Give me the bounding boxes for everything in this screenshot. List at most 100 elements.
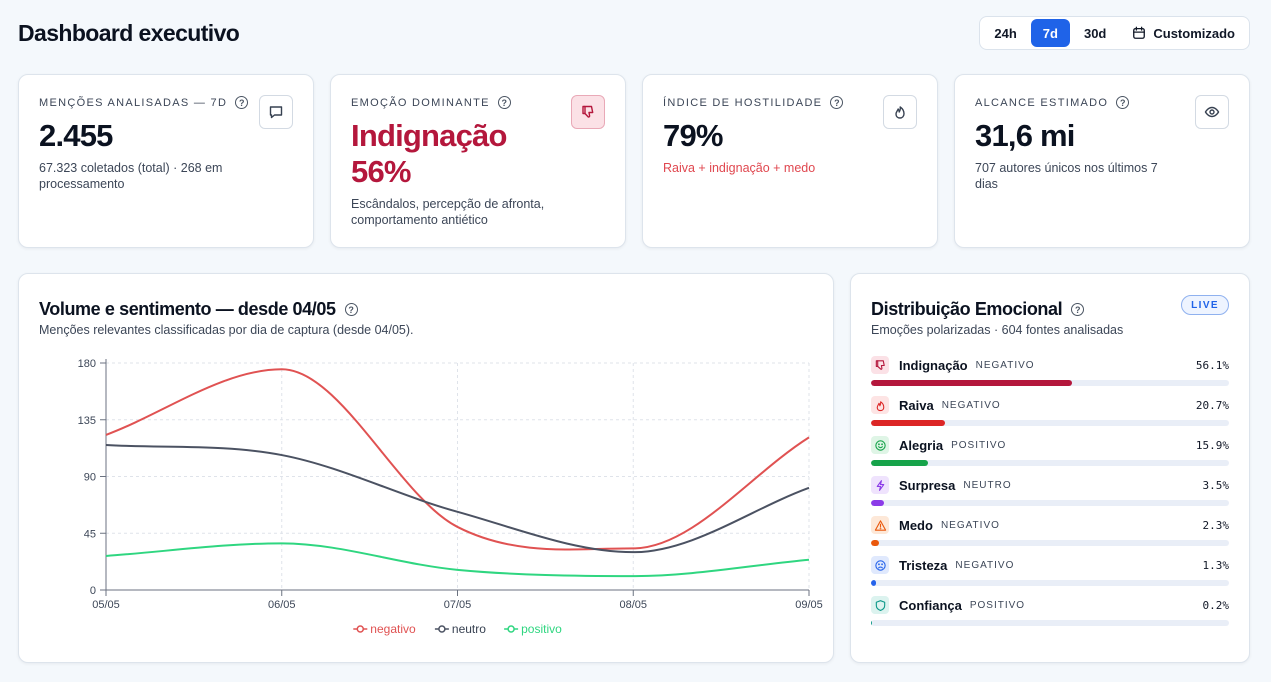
emotion-bar-track — [871, 460, 1229, 466]
volume-chart-card: Volume e sentimento — desde 04/05 ? Menç… — [18, 273, 834, 663]
y-tick-label: 45 — [84, 528, 96, 540]
emotion-bar-fill — [871, 580, 876, 586]
emotion-row: Indignação NEGATIVO 56.1% — [871, 355, 1229, 391]
legend-marker — [438, 625, 446, 633]
emotion-row: Medo NEGATIVO 2.3% — [871, 515, 1229, 551]
help-icon[interactable]: ? — [830, 96, 844, 109]
emotion-name: Confiança — [899, 597, 962, 613]
x-tick-label: 07/05 — [444, 599, 472, 611]
smile-icon — [871, 436, 889, 454]
kpi-label-wrap: EMOÇÃO DOMINANTE ? — [351, 96, 605, 109]
emotion-bar-fill — [871, 420, 946, 426]
legend-label: neutro — [452, 622, 486, 636]
emotion-name: Raiva — [899, 397, 934, 413]
chart-title-wrap: Volume e sentimento — desde 04/05 ? — [39, 299, 358, 320]
emotion-percent: 20.7% — [1195, 398, 1229, 412]
x-tick-label: 08/05 — [619, 599, 647, 611]
emotion-percent: 1.3% — [1202, 558, 1230, 572]
help-icon[interactable]: ? — [344, 303, 358, 316]
emotion-percent: 2.3% — [1202, 518, 1230, 532]
x-tick-label: 09/05 — [795, 599, 823, 611]
chart-subtitle: Menções relevantes classificadas por dia… — [39, 323, 414, 337]
emotion-name: Medo — [899, 517, 933, 533]
emotion-polarity-tag: NEGATIVO — [975, 359, 1035, 371]
emotion-percent: 0.2% — [1202, 598, 1230, 612]
emotion-row-head: Alegria POSITIVO 15.9% — [871, 435, 1229, 455]
emotion-bar-track — [871, 620, 1229, 626]
dist-title: Distribuição Emocional — [871, 299, 1063, 319]
calendar-icon — [1132, 26, 1146, 40]
emotion-bar-fill — [871, 620, 873, 626]
emotion-bar-fill — [871, 460, 928, 466]
emotion-row: Raiva NEGATIVO 20.7% — [871, 395, 1229, 431]
emotion-percent: 15.9% — [1195, 438, 1229, 452]
range-7d-button[interactable]: 7d — [1030, 19, 1070, 47]
legend-marker — [356, 625, 365, 633]
kpi-label: EMOÇÃO DOMINANTE — [351, 96, 490, 109]
kpi-card-reach: ALCANCE ESTIMADO ? 31,6 mi 707 autores ú… — [954, 74, 1250, 248]
flame-icon — [883, 95, 917, 129]
kpi-card-mentions: MENÇÕES ANALISADAS — 7D ? 2.455 67.323 c… — [18, 74, 314, 248]
range-custom-button[interactable]: Customizado — [1120, 19, 1247, 47]
kpi-label-wrap: ALCANCE ESTIMADO ? — [975, 96, 1229, 109]
series-line-negativo — [105, 368, 810, 551]
emotion-bar-track — [871, 580, 1229, 586]
x-tick-label: 06/05 — [268, 599, 296, 611]
emotion-name: Surpresa — [899, 477, 956, 493]
emotion-row: Surpresa NEUTRO 3.5% — [871, 475, 1229, 511]
emotion-percent: 3.5% — [1202, 478, 1230, 492]
emotion-name: Indignação — [899, 357, 968, 373]
help-icon[interactable]: ? — [1071, 303, 1085, 316]
y-tick-label: 0 — [90, 585, 96, 597]
emotion-polarity-tag: NEGATIVO — [941, 399, 1001, 411]
range-24h-button[interactable]: 24h — [994, 25, 1017, 41]
emotion-polarity-tag: NEUTRO — [963, 479, 1012, 491]
kpi-value-percent: 56% — [351, 154, 411, 189]
emotion-row-head: Surpresa NEUTRO 3.5% — [871, 475, 1229, 495]
emotion-bar-fill — [871, 540, 880, 546]
emotion-row-head: Medo NEGATIVO 2.3% — [871, 515, 1229, 535]
kpi-value: 79% — [663, 118, 723, 153]
help-icon[interactable]: ? — [1116, 96, 1130, 109]
thumbs-down-icon — [871, 356, 889, 374]
y-tick-label: 135 — [78, 415, 96, 427]
kpi-subtext: 707 autores únicos nos últimos 7 dias — [975, 161, 1158, 191]
series-line-neutro — [105, 443, 810, 554]
series-line-positivo — [105, 542, 810, 578]
help-icon[interactable]: ? — [497, 96, 511, 109]
eye-icon — [1195, 95, 1229, 129]
emotion-bar-track — [871, 500, 1229, 506]
y-tick-label: 180 — [78, 358, 96, 370]
kpi-subtext: Escândalos, percepção de afronta, compor… — [351, 197, 545, 227]
kpi-value: 2.455 — [39, 118, 113, 153]
kpi-value: Indignação — [351, 118, 507, 153]
emotion-row-head: Indignação NEGATIVO 56.1% — [871, 355, 1229, 375]
dist-subtitle: Emoções polarizadas · 604 fontes analisa… — [871, 323, 1124, 337]
frown-icon — [871, 556, 889, 574]
x-tick-label: 05/05 — [92, 599, 120, 611]
chart-title: Volume e sentimento — desde 04/05 — [39, 299, 336, 319]
shield-icon — [871, 596, 889, 614]
emotion-distribution-card: Distribuição Emocional ? Emoções polariz… — [850, 273, 1250, 663]
emotion-bar-track — [871, 380, 1229, 386]
warning-icon — [871, 516, 889, 534]
message-icon — [259, 95, 293, 129]
kpi-value: 31,6 mi — [975, 118, 1075, 153]
kpi-label: ALCANCE ESTIMADO — [975, 96, 1109, 109]
kpi-label-wrap: ÍNDICE DE HOSTILIDADE ? — [663, 96, 917, 109]
thumbs-down-icon — [571, 95, 605, 129]
zap-icon — [871, 476, 889, 494]
emotion-bar-track — [871, 540, 1229, 546]
emotion-row-head: Tristeza NEGATIVO 1.3% — [871, 555, 1229, 575]
emotion-bar-track — [871, 420, 1229, 426]
live-badge: LIVE — [1181, 295, 1229, 315]
kpi-subtext: 67.323 coletados (total) · 268 em proces… — [39, 161, 223, 191]
dist-title-wrap: Distribuição Emocional ? — [871, 299, 1085, 320]
help-icon[interactable]: ? — [235, 96, 249, 109]
emotion-bar-fill — [871, 380, 1072, 386]
range-custom-label: Customizado — [1153, 25, 1235, 41]
emotion-polarity-tag: POSITIVO — [951, 439, 1007, 451]
range-30d-button[interactable]: 30d — [1083, 25, 1107, 41]
emotion-polarity-tag: NEGATIVO — [940, 519, 1000, 531]
emotion-name: Tristeza — [899, 557, 948, 573]
